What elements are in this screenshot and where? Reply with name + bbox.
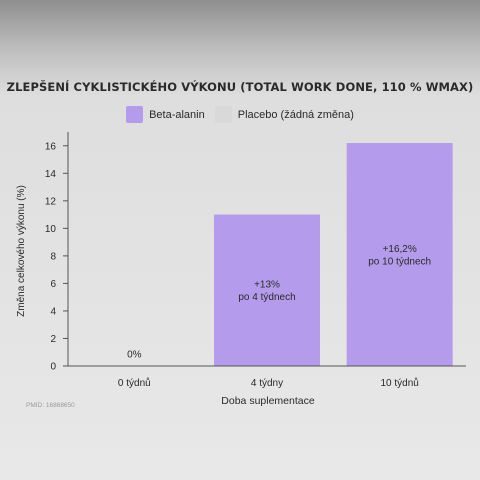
bar-data-label: po 4 týdnech bbox=[238, 292, 295, 303]
bar-3 bbox=[346, 143, 453, 366]
x-tick-label: 4 týdny bbox=[251, 378, 283, 389]
bar-data-label: +16,2% bbox=[383, 244, 417, 255]
y-tick-label: 14 bbox=[45, 169, 57, 180]
x-axis-label: Doba suplementace bbox=[221, 395, 315, 407]
y-axis-label: Změna celkového výkonu (%) bbox=[16, 185, 27, 317]
y-tick-label: 12 bbox=[45, 196, 57, 207]
y-tick-label: 6 bbox=[50, 279, 56, 290]
chart-legend: Beta-alanin Placebo (žádná změna) bbox=[0, 106, 480, 123]
y-tick-label: 2 bbox=[50, 334, 56, 345]
x-tick-label: 10 týdnů bbox=[380, 377, 418, 389]
legend-label-beta-alanin: Beta-alanin bbox=[149, 108, 205, 121]
y-tick-label: 16 bbox=[45, 141, 57, 152]
legend-swatch-placebo bbox=[214, 106, 232, 123]
pmid-footnote: PMID: 16868650 bbox=[26, 402, 75, 409]
bar-2 bbox=[214, 214, 320, 366]
y-tick-label: 0 bbox=[50, 362, 56, 373]
legend-swatch-beta-alanin bbox=[126, 106, 144, 123]
y-tick-label: 4 bbox=[50, 306, 56, 317]
legend-label-placebo: Placebo (žádná změna) bbox=[237, 108, 354, 121]
y-tick-label: 10 bbox=[45, 224, 57, 235]
chart-title: ZLEPŠENÍ CYKLISTICKÉHO VÝKONU (TOTAL WOR… bbox=[6, 80, 474, 94]
legend-item-placebo: Placebo (žádná změna) bbox=[214, 106, 354, 123]
legend-item-beta-alanin: Beta-alanin bbox=[126, 106, 205, 123]
y-tick-label: 8 bbox=[50, 251, 56, 262]
bar-data-label: 0% bbox=[127, 350, 142, 361]
bar-data-label: +13% bbox=[254, 280, 280, 291]
x-tick-label: 0 týdnů bbox=[118, 377, 151, 389]
bar-data-label: po 10 týdnech bbox=[368, 256, 431, 267]
